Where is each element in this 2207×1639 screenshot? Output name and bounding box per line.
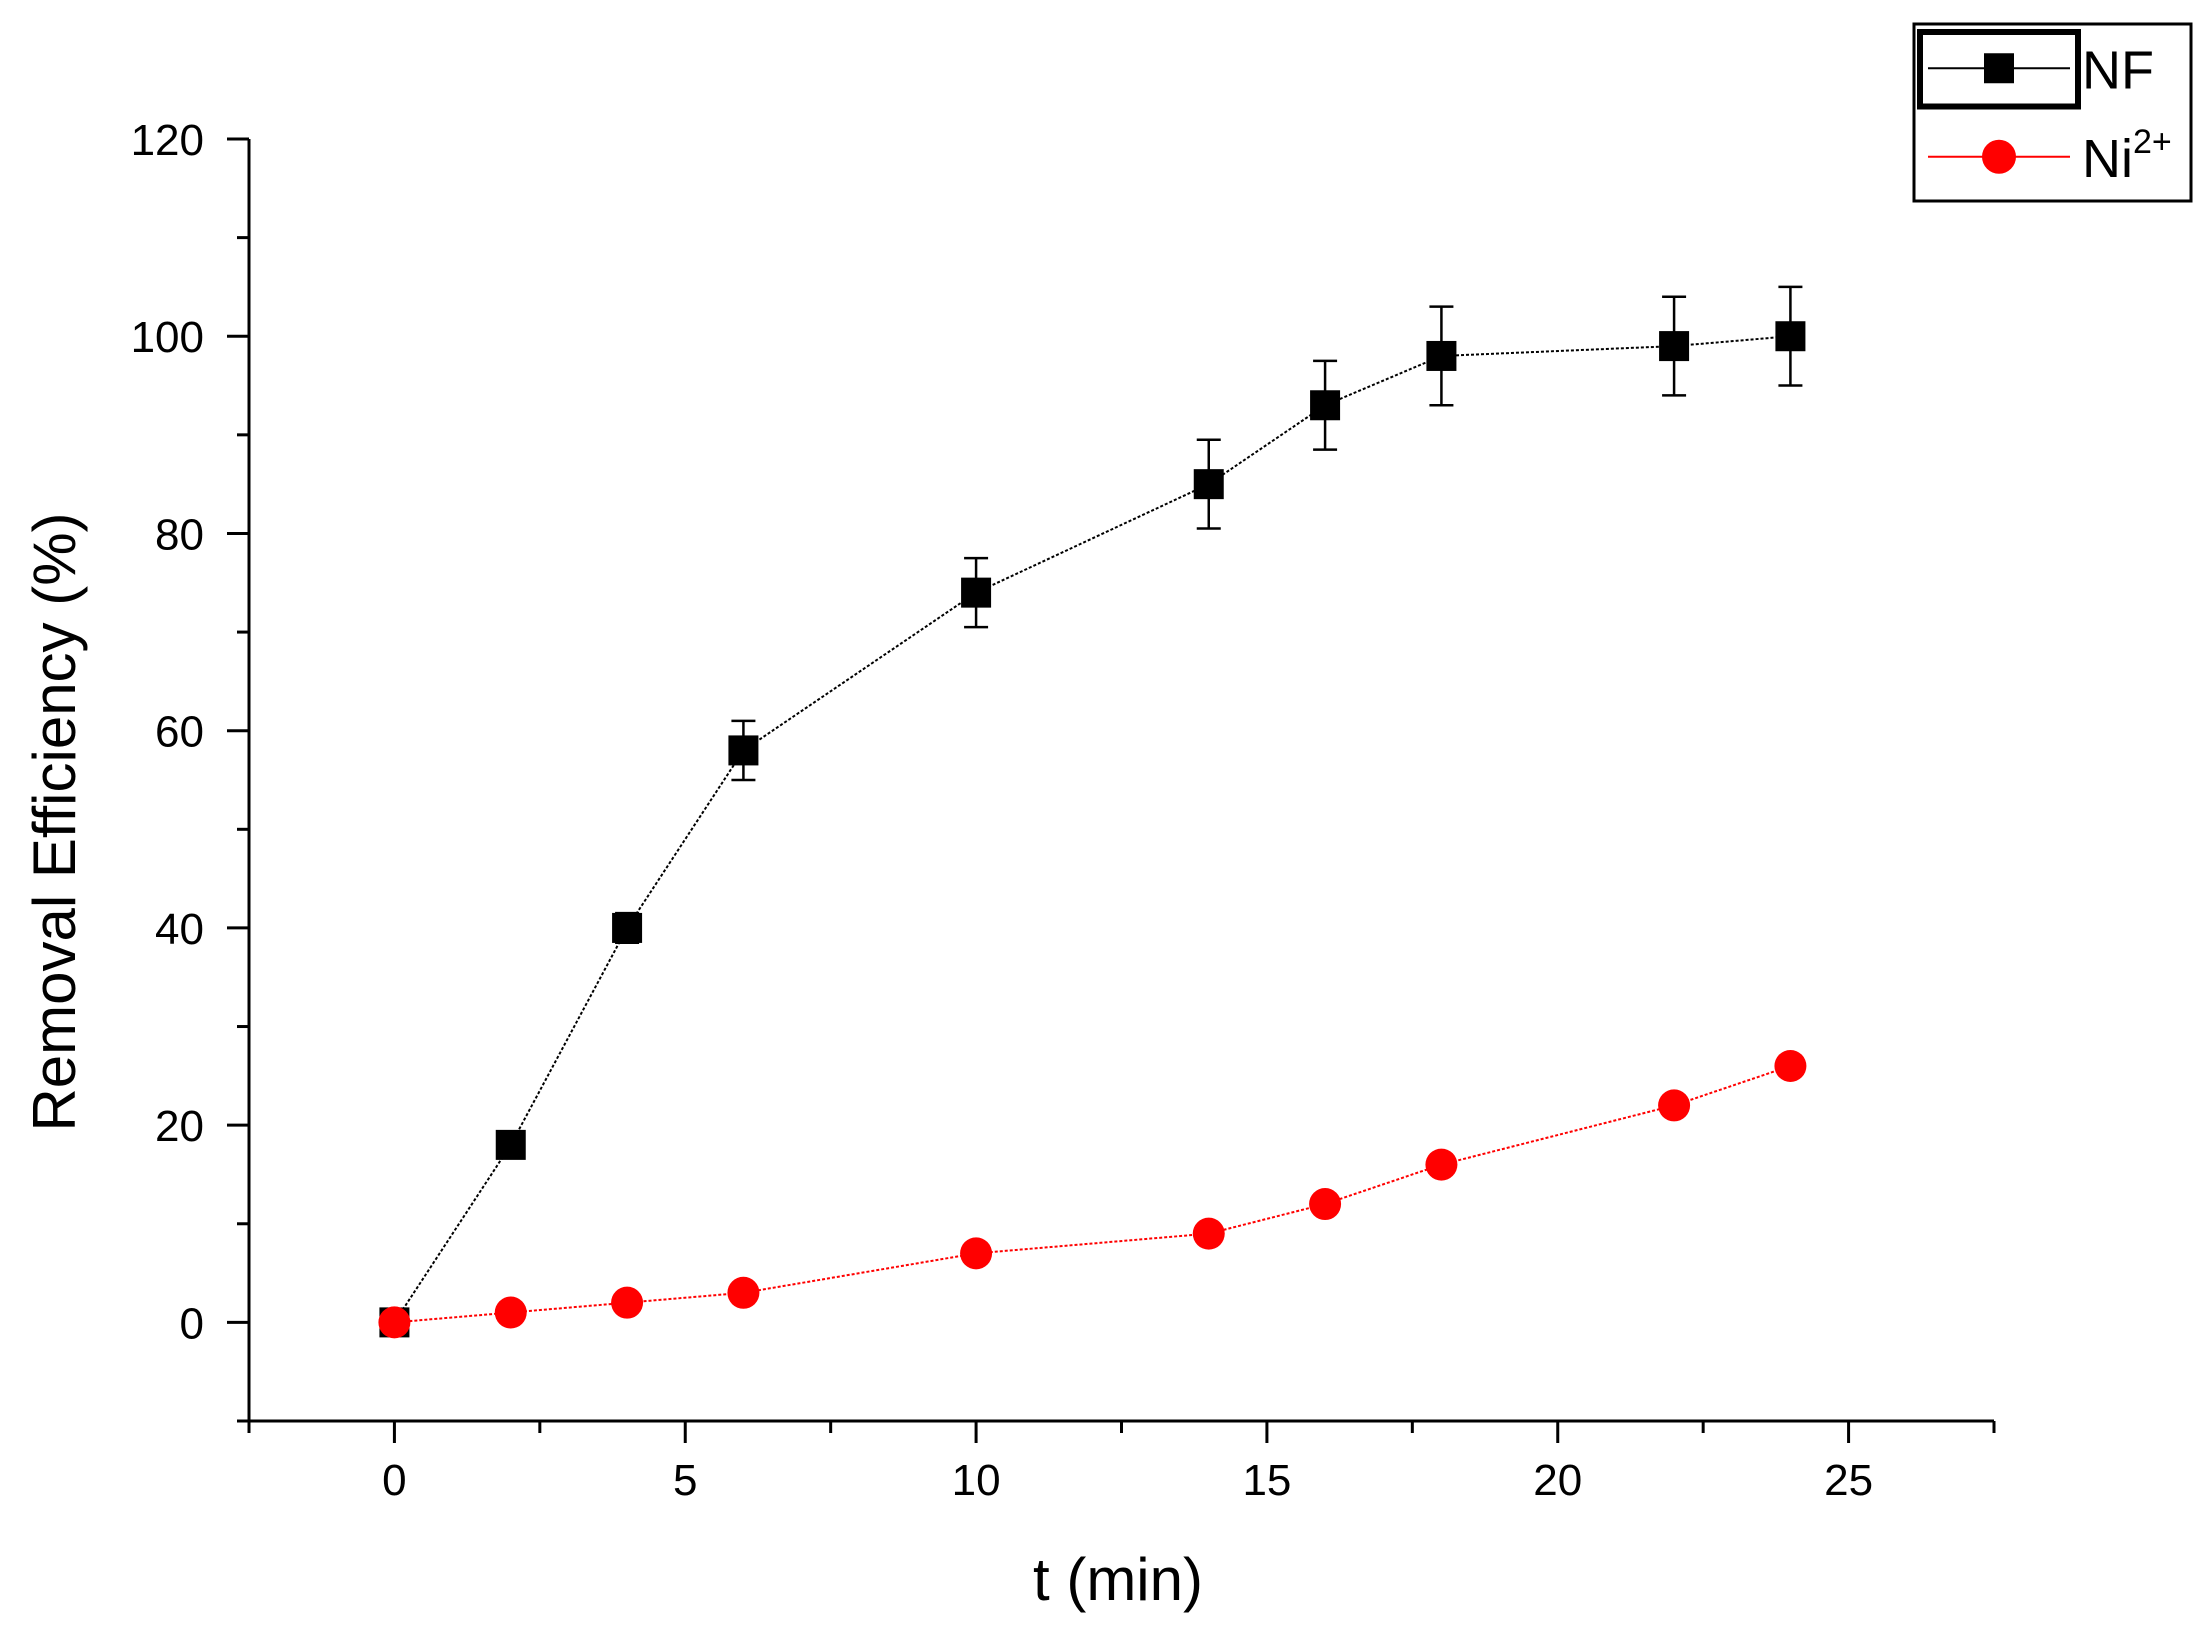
legend-marker bbox=[1982, 139, 2016, 174]
series-line bbox=[393, 335, 1791, 1323]
data-point bbox=[494, 1296, 527, 1329]
data-point bbox=[1193, 469, 1224, 500]
data-point bbox=[1192, 1217, 1225, 1250]
data-point bbox=[960, 1237, 993, 1270]
data-point bbox=[728, 735, 759, 766]
y-tick-label: 120 bbox=[131, 116, 204, 165]
x-tick-label: 20 bbox=[1533, 1456, 1582, 1505]
data-point bbox=[1310, 390, 1341, 421]
legend-box bbox=[1912, 22, 2193, 203]
x-tick-label: 15 bbox=[1242, 1456, 1291, 1505]
x-tick-label: 25 bbox=[1824, 1456, 1873, 1505]
x-tick-label: 0 bbox=[382, 1456, 406, 1505]
y-tick-label: 40 bbox=[155, 905, 204, 954]
data-point bbox=[1774, 1049, 1807, 1082]
y-tick-label: 100 bbox=[131, 313, 204, 362]
data-point bbox=[1658, 1089, 1691, 1122]
x-tick-label: 5 bbox=[673, 1456, 697, 1505]
data-point bbox=[1425, 1148, 1458, 1181]
y-tick-label: 80 bbox=[155, 510, 204, 559]
data-point bbox=[612, 912, 643, 943]
x-axis-label: t (min) bbox=[1033, 1546, 1203, 1613]
y-tick-label: 60 bbox=[155, 708, 204, 757]
legend-marker bbox=[1984, 53, 2014, 84]
y-tick-label: 20 bbox=[155, 1102, 204, 1151]
data-point bbox=[961, 577, 992, 608]
data-point bbox=[495, 1129, 526, 1160]
x-tick-label: 10 bbox=[952, 1456, 1001, 1505]
data-point bbox=[1426, 340, 1457, 371]
data-point bbox=[1775, 321, 1806, 352]
plot-area: 0 20 40 60 80 100 120 0 5 10 15 20 25 bbox=[131, 116, 1996, 1505]
data-point bbox=[727, 1276, 760, 1309]
series-2 bbox=[378, 1049, 1807, 1339]
data-point bbox=[1659, 331, 1690, 362]
legend-label-superscript: 2+ bbox=[2133, 123, 2172, 161]
data-point bbox=[1309, 1188, 1342, 1221]
y-axis-label: Removal Efficiency (%) bbox=[21, 512, 88, 1131]
legend-highlight bbox=[1917, 29, 2081, 110]
series-line bbox=[394, 1065, 1791, 1324]
legend-item: NF bbox=[1917, 29, 2154, 110]
data-point bbox=[611, 1286, 644, 1319]
legend-label: NF bbox=[2082, 40, 2154, 100]
data-point bbox=[378, 1306, 411, 1339]
y-tick-label: 0 bbox=[180, 1299, 204, 1348]
